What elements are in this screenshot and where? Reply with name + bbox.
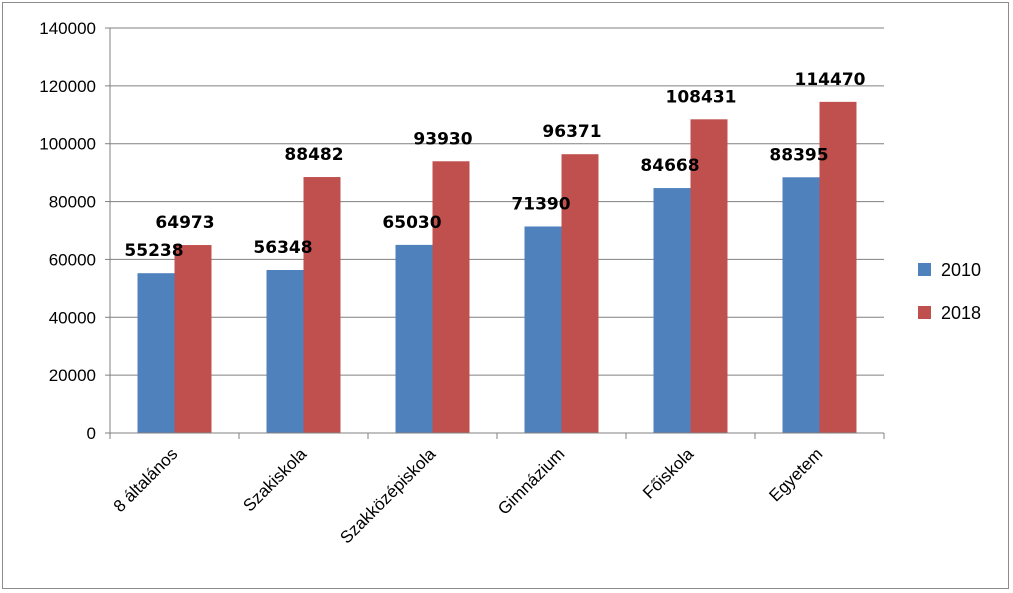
data-label: 88482 — [284, 145, 343, 165]
y-tick-label: 0 — [87, 424, 96, 443]
data-label: 108431 — [666, 87, 737, 107]
legend-label: 2018 — [941, 303, 981, 323]
x-category-label: Gimnázium — [494, 444, 568, 518]
x-category-label: Szakközépiskola — [336, 444, 439, 547]
y-tick-label: 80000 — [49, 193, 96, 212]
x-axis: 8 általános Szakiskola Szakközépiskola Gimn… — [109, 432, 885, 547]
data-label: 96371 — [542, 122, 601, 142]
bar — [782, 177, 820, 433]
bar — [561, 154, 599, 433]
bars — [137, 101, 857, 433]
y-tick-label: 100000 — [39, 135, 96, 154]
legend-label: 2010 — [941, 260, 981, 280]
x-category-label: Főiskola — [639, 444, 698, 503]
data-label: 71390 — [511, 194, 570, 214]
data-label: 64973 — [155, 213, 214, 233]
data-label: 84668 — [640, 156, 699, 176]
x-category-label: Egyetem — [765, 444, 826, 505]
legend-swatch — [918, 306, 931, 319]
bar — [819, 101, 857, 433]
bar — [266, 269, 304, 433]
y-tick-label: 40000 — [49, 308, 96, 327]
bar — [395, 244, 433, 433]
y-tick-label: 120000 — [39, 77, 96, 96]
data-label: 114470 — [795, 70, 866, 90]
y-tick-label: 140000 — [39, 19, 96, 38]
legend: 2010 2018 — [918, 260, 981, 323]
bar — [690, 119, 728, 433]
gridlines — [110, 27, 884, 434]
data-label: 88395 — [769, 145, 828, 165]
bar — [303, 177, 341, 433]
y-axis: 0 20000 40000 60000 80000 100000 120000 140000 — [39, 19, 111, 443]
legend-swatch — [918, 263, 931, 276]
bar — [432, 161, 470, 433]
data-labels: 55238 64973 56348 88482 65030 93930 71390 96371… — [124, 70, 865, 261]
x-category-label: 8 általános — [110, 444, 182, 516]
bar — [174, 245, 212, 433]
y-tick-label: 60000 — [49, 250, 96, 269]
bar — [137, 273, 175, 433]
data-label: 93930 — [413, 129, 472, 149]
data-label: 65030 — [382, 213, 441, 233]
bar — [653, 188, 691, 433]
data-label: 56348 — [253, 238, 312, 258]
x-category-label: Szakiskola — [239, 444, 310, 515]
bar — [524, 226, 562, 433]
data-label: 55238 — [124, 241, 183, 261]
y-tick-label: 20000 — [49, 366, 96, 385]
